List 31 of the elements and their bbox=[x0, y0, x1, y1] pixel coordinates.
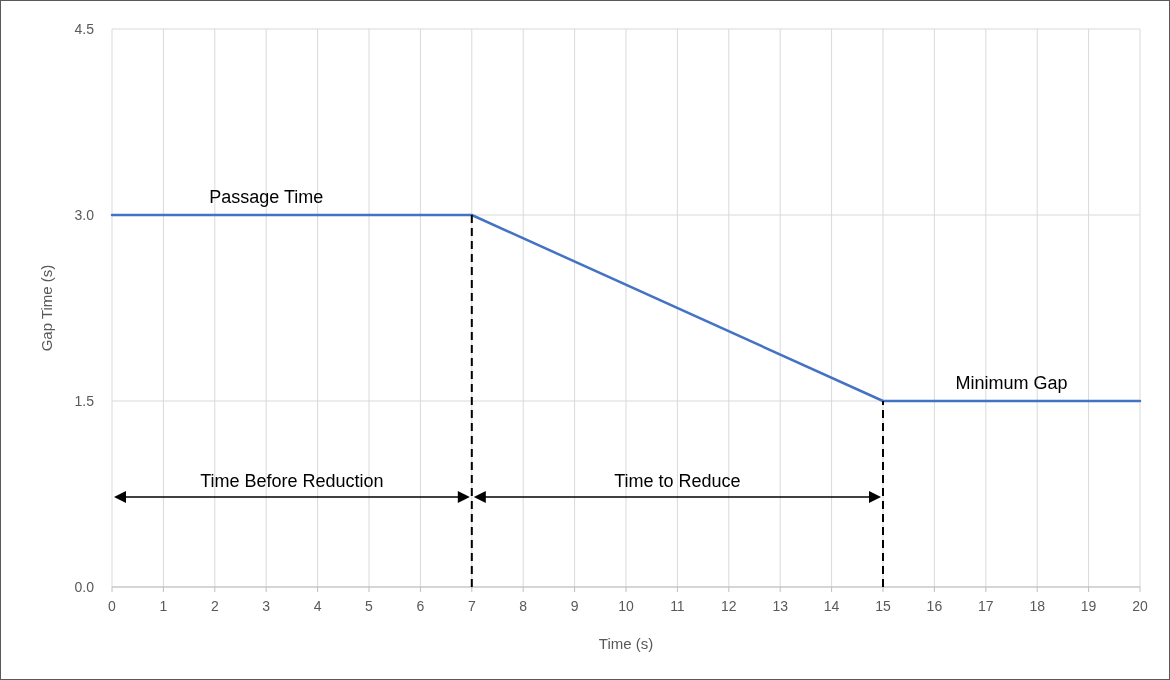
annotation: Time Before Reduction bbox=[200, 471, 384, 491]
y-axis-title: Gap Time (s) bbox=[38, 264, 55, 352]
x-tick-label: 19 bbox=[1080, 598, 1097, 614]
x-tick-label: 0 bbox=[108, 598, 117, 614]
x-tick-label: 11 bbox=[670, 598, 685, 614]
annotation: Time to Reduce bbox=[614, 471, 741, 491]
y-tick-label: 3.0 bbox=[74, 207, 95, 223]
x-tick-label: 20 bbox=[1132, 598, 1148, 614]
x-tick-label: 5 bbox=[365, 598, 374, 614]
x-tick-label: 14 bbox=[823, 598, 840, 614]
x-tick-label: 12 bbox=[721, 598, 737, 614]
y-tick-label: 0.0 bbox=[74, 579, 95, 595]
x-tick-label: 3 bbox=[262, 598, 271, 614]
x-tick-label: 6 bbox=[416, 598, 425, 614]
y-tick-label: 1.5 bbox=[74, 393, 95, 409]
annotation: Minimum Gap bbox=[955, 373, 1068, 393]
y-tick-label: 4.5 bbox=[74, 21, 95, 37]
annotation: Passage Time bbox=[209, 187, 324, 207]
x-tick-label: 16 bbox=[926, 598, 943, 614]
x-tick-label: 2 bbox=[210, 598, 219, 614]
x-tick-label: 1 bbox=[159, 598, 168, 614]
x-tick-label: 18 bbox=[1029, 598, 1046, 614]
x-tick-label: 8 bbox=[519, 598, 528, 614]
x-tick-label: 4 bbox=[313, 598, 322, 614]
x-tick-label: 10 bbox=[618, 598, 634, 614]
x-tick-label: 9 bbox=[570, 598, 579, 614]
x-tick-label: 13 bbox=[772, 598, 789, 614]
x-axis-title: Time (s) bbox=[598, 635, 654, 652]
x-tick-label: 7 bbox=[467, 598, 476, 614]
x-tick-label: 17 bbox=[978, 598, 994, 614]
x-tick-label: 15 bbox=[875, 598, 891, 614]
